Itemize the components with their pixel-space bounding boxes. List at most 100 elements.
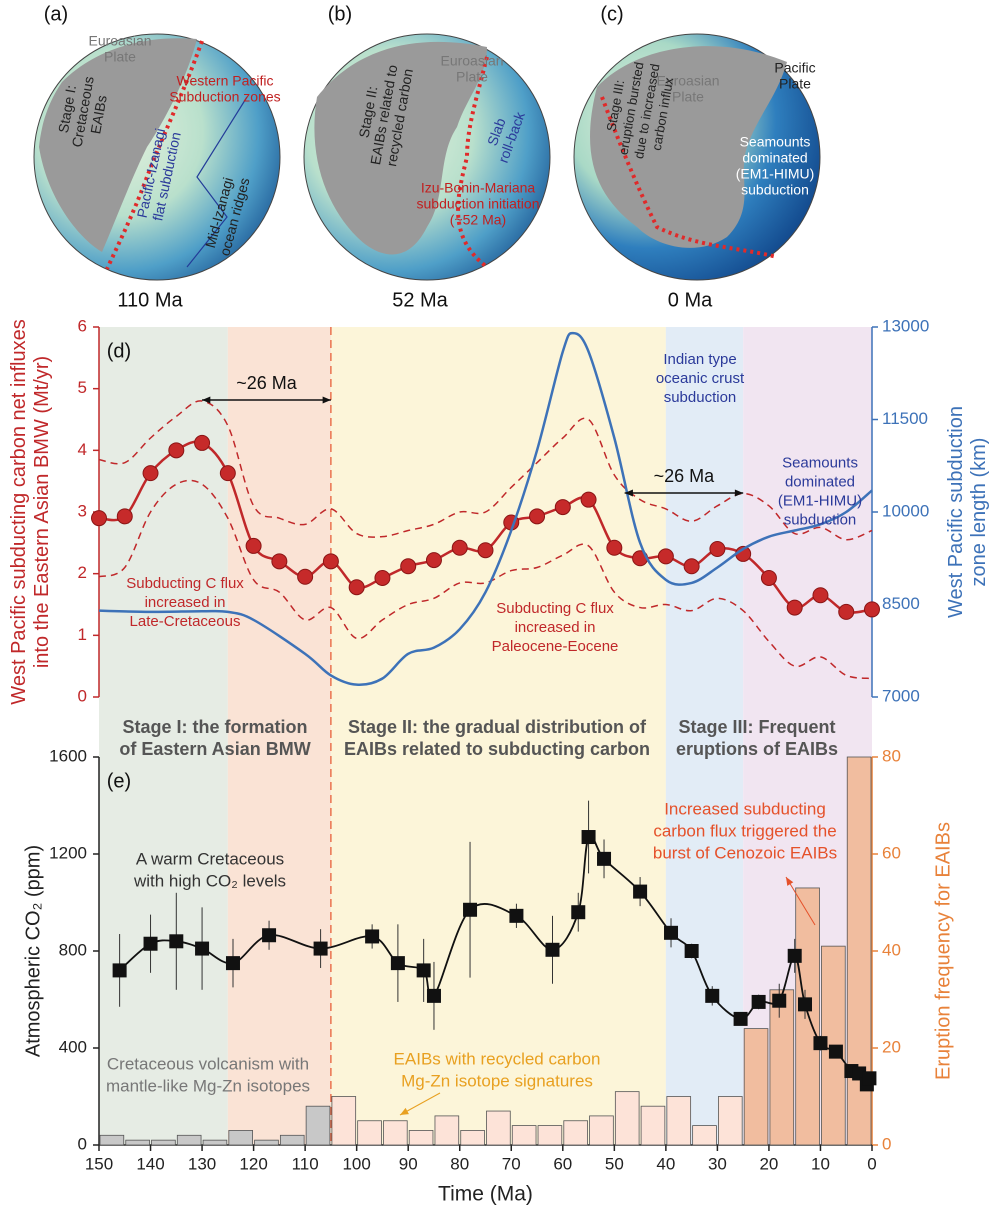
flux-point [812,587,829,604]
annotation: Cretaceous volcanism with mantle-like Mg-… [106,1054,310,1095]
y-axis-label: Atmospheric CO₂ (ppm) [22,845,44,1057]
y2-axis-label-line: zone length (km) [968,438,990,587]
y2-tick-label: 60 [882,843,901,862]
ridge [186,96,248,268]
co2-point [426,988,441,1003]
eruption-bar [846,756,872,1146]
eruption-bar [151,1139,176,1146]
co2-point [390,956,405,971]
flux-point [322,553,339,570]
flux-line [98,400,873,541]
annotation-line: dominated [785,473,855,490]
co2-point [828,1044,843,1059]
flux-point [297,568,314,585]
y-tick-label: 3 [78,501,87,520]
annotation-line: Paleocene-Eocene [492,638,619,655]
annotation: Increased subducting carbon flux triggere… [653,799,837,862]
annotation-line: A warm Cretaceous [136,849,284,868]
annotation-line: mantle-like Mg-Zn isotopes [106,1076,310,1095]
co2-point [862,1071,877,1086]
x-tick-label: 110 [292,1154,319,1173]
globe-label-line: Plate [456,69,488,85]
subduction-zone [105,40,204,270]
eruption-bar [202,1139,228,1146]
annotation: Subducting C flux increased in Late-Cretac… [126,575,244,630]
x-tick-label: 130 [188,1154,216,1173]
annotation-line: carbon flux triggered the [653,821,836,840]
eruption-bar [614,1091,640,1146]
eruption-bar [434,1115,460,1146]
y2-axis-label: West Pacific subduction zone length (km) [945,406,990,618]
eruption-bar [383,1120,408,1146]
annotation-line: increased in [515,619,596,636]
x-tick-label: 50 [605,1154,624,1173]
co2-point [509,908,524,923]
subduction-zone [456,56,489,269]
landmass [590,46,787,248]
annotation: Seamounts dominated (EM1-HIMU) subduction [778,454,862,528]
eruption-bar [460,1130,485,1146]
co2-point [787,948,802,963]
annotation-line: Subducting C flux [496,600,614,617]
co2-point [365,929,380,944]
flux-point [168,442,185,459]
x-tick-label: 20 [759,1154,778,1173]
stage-label-line: Stage I: the formation [122,717,307,737]
stage-band [665,327,744,1145]
annotation-line: Seamounts [782,454,858,471]
flux-point [116,508,133,525]
y-axis-label-line: into the Eastern Asian BMW (Mt/yr) [31,356,53,668]
stage-label-line: eruptions of EAIBs [676,739,838,759]
co2-point [581,830,596,845]
annotation: EAIBs with recycled carbon Mg-Zn isotope … [394,1049,601,1090]
eruption-bar [125,1139,150,1146]
eruption-bar [408,1130,434,1146]
y-axis-label-line: Atmospheric CO₂ (ppm) [22,845,44,1057]
y2-tick-label: 80 [882,746,901,765]
annotation-line: oceanic crust [656,370,745,387]
annotation-line: with high CO₂ levels [133,871,286,890]
flux-point [606,539,623,556]
annotation-line: Subducting C flux [126,575,244,592]
length-line [98,331,873,687]
co2-point [112,963,127,978]
eruption-bar [743,1028,769,1146]
globe-label-line: Euroasian [656,73,719,89]
co2-point [705,988,720,1003]
co2-point [633,884,648,899]
flux-point [529,508,546,525]
x-tick-label: 90 [399,1154,418,1173]
x-tick-label: 150 [85,1154,113,1173]
eruption-bar [305,1105,331,1146]
y-tick-label: 1 [78,625,87,644]
globe-label-line: Plate [779,76,811,92]
eruption-bar [718,1096,743,1146]
globe-label-line: (~52 Ma) [450,212,506,228]
co2-point [664,925,679,940]
globe-label-line: Western Pacific [177,73,274,89]
globe-age: 0 Ma [668,289,713,311]
x-tick-label: 70 [502,1154,521,1173]
y2-tick-label: 13000 [882,316,929,335]
x-axis-label: Time (Ma) [438,1183,533,1206]
stage-label-line: Stage II: the gradual distribution of [348,717,647,737]
y-axis-label: West Pacific subducting carbon net influ… [8,319,53,704]
co2-point [169,934,184,949]
flux-point [219,465,236,482]
stage-band [227,327,331,1145]
flux-point [709,541,726,557]
globe-a [33,33,281,281]
y2-tick-label: 40 [882,940,901,959]
y-tick-label: 0 [78,1134,87,1153]
annotation-arrow [785,876,816,926]
eruption-bar [563,1120,588,1146]
globe-age: 110 Ma [117,289,183,311]
eruption-bar [99,1134,125,1146]
eruption-bar [279,1134,305,1146]
